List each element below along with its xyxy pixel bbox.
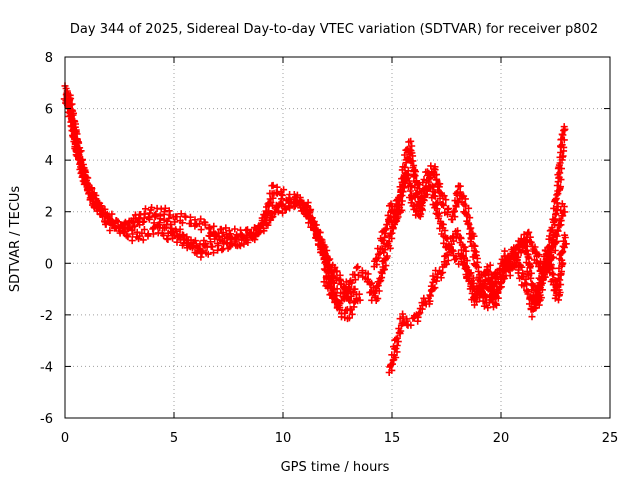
point-markers	[385, 227, 570, 376]
series-track-1	[62, 85, 355, 298]
series-track-3	[60, 82, 364, 323]
point-markers	[62, 85, 355, 298]
y-tick-label: 2	[45, 206, 53, 221]
x-tick-label: 10	[275, 431, 292, 446]
x-tick-label: 25	[602, 431, 619, 446]
series-track-6	[385, 227, 570, 376]
data-points	[60, 82, 570, 376]
chart-title: Day 344 of 2025, Sidereal Day-to-day VTE…	[70, 22, 598, 37]
point-markers	[63, 87, 359, 305]
x-tick-label: 15	[384, 431, 401, 446]
series-track-2	[63, 87, 359, 305]
grid-lines	[65, 57, 610, 418]
y-axis-label: SDTVAR / TECUs	[8, 186, 23, 293]
y-tick-label: 0	[45, 257, 53, 272]
y-tick-label: -6	[40, 412, 53, 427]
x-axis-label: GPS time / hours	[281, 460, 390, 475]
y-tick-label: -2	[40, 309, 53, 324]
y-tick-label: 6	[45, 103, 53, 118]
y-tick-label: 4	[45, 154, 53, 169]
axis-ticks: 0 5 10 15 20 25 -6 -4 -2 0 2 4 6 8	[40, 51, 618, 446]
x-tick-label: 20	[493, 431, 510, 446]
point-markers	[60, 82, 364, 323]
y-tick-label: -4	[40, 360, 53, 375]
x-tick-label: 5	[170, 431, 178, 446]
x-tick-label: 0	[61, 431, 69, 446]
plot-frame	[64, 56, 611, 419]
y-tick-label: 8	[45, 51, 53, 66]
